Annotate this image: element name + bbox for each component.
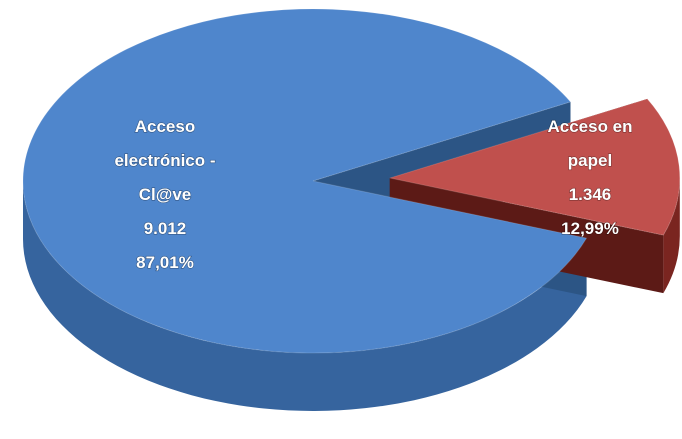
slice-side-0-0 — [23, 181, 587, 412]
slice-top-1 — [389, 98, 681, 236]
slice-0-label-line-0: Acceso — [135, 117, 195, 136]
slice-0-percent-label: 87,01% — [136, 253, 194, 272]
slice-side-1-0 — [663, 178, 680, 294]
slice-sides-layer — [23, 178, 680, 412]
slice-0-value-label: 9.012 — [144, 219, 187, 238]
slice-tops-layer — [22, 8, 681, 354]
slice-1-percent-label: 12,99% — [561, 219, 619, 238]
slice-top-0 — [22, 8, 588, 354]
slice-0-label-line-2: Cl@ve — [139, 185, 192, 204]
slice-0-label-line-1: electrónico - — [114, 151, 215, 170]
slice-labels-layer: Acceso electrónico - Cl@ve 9.012 87,01% Acces… — [114, 116, 633, 272]
slice-1-label-line-0: Acceso en — [547, 117, 632, 136]
slice-1-label-line-1: papel — [568, 151, 612, 170]
slice-1-value-label: 1.346 — [569, 185, 612, 204]
